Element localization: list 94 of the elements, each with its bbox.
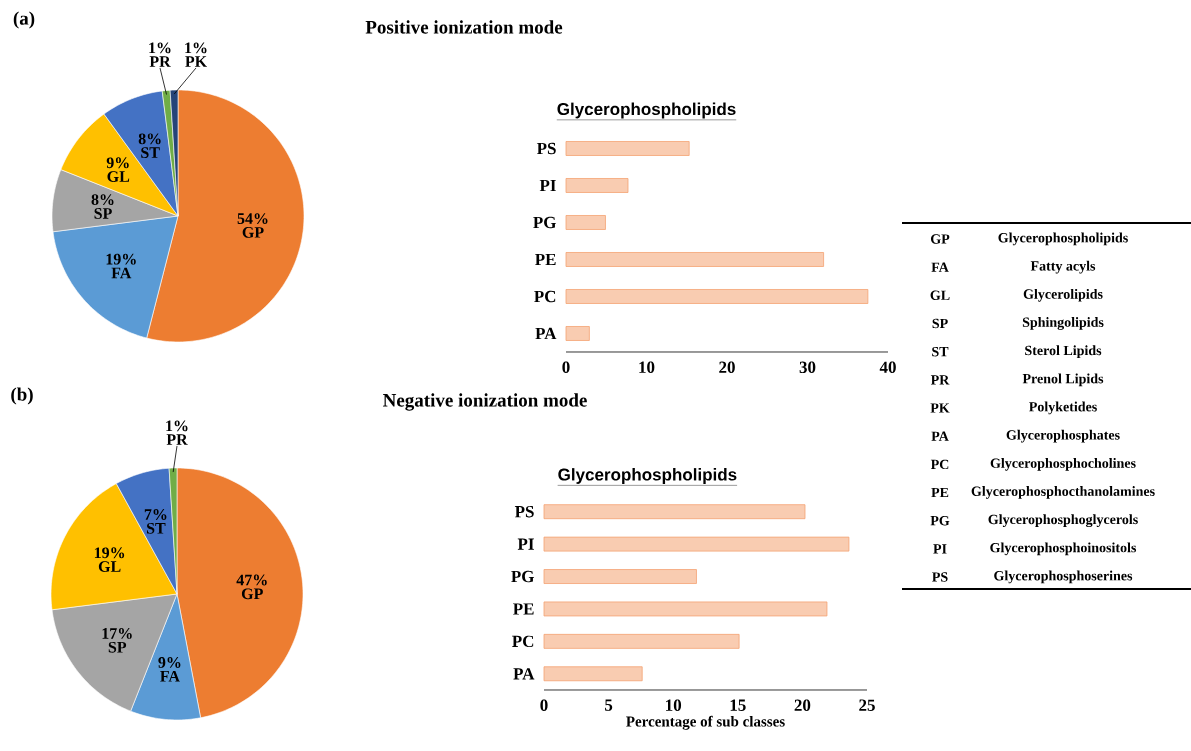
text: Glycerophospholipids xyxy=(998,232,1128,246)
x-tick-label: 5 xyxy=(605,699,613,711)
text: Sterol Lipids xyxy=(1025,345,1102,359)
slice-label: FA xyxy=(111,267,132,279)
text: PE xyxy=(931,487,949,498)
bar xyxy=(565,252,825,267)
text: Polyketides xyxy=(1029,401,1097,415)
text: ST xyxy=(932,346,949,357)
x-tick-label: 10 xyxy=(639,361,655,373)
y-tick-label: PI xyxy=(517,538,534,550)
y-tick-label: PA xyxy=(535,327,557,340)
data-label: 7% xyxy=(144,509,167,520)
data-label: 19% xyxy=(94,547,125,559)
x-tick-label: 40 xyxy=(879,361,896,373)
slice-label: PK xyxy=(185,56,207,67)
x-tick-label: 0 xyxy=(562,361,570,373)
text: Sphingolipids xyxy=(1022,317,1104,330)
bar xyxy=(565,141,690,156)
text: Glycerophosphoinositols xyxy=(990,542,1137,556)
text: PA xyxy=(931,431,949,441)
slice-label: FA xyxy=(160,670,180,682)
x-tick-label: 0 xyxy=(540,699,548,711)
y-tick-label: PC xyxy=(534,290,556,303)
text: Glycerophosphoglycerols xyxy=(988,514,1138,528)
slice-label: PR xyxy=(166,434,188,445)
y-tick-label: PS xyxy=(536,142,556,155)
y-tick-label: PS xyxy=(514,505,534,518)
text: Positive ionization mode xyxy=(365,20,563,34)
slice-label: SP xyxy=(94,208,112,219)
text: PS xyxy=(932,572,948,582)
y-tick-label: PE xyxy=(513,603,534,615)
bar xyxy=(565,289,869,304)
slice-label: SP xyxy=(108,641,127,653)
data-label: 9% xyxy=(106,157,129,169)
slice-label: PR xyxy=(149,56,171,67)
data-label: 17% xyxy=(102,628,132,639)
text: SP xyxy=(932,318,948,329)
data-label: 47% xyxy=(236,574,267,586)
bar xyxy=(565,215,606,230)
slice-label: GP xyxy=(242,227,264,238)
bar xyxy=(543,536,850,552)
y-tick-label: PE xyxy=(535,253,556,266)
y-tick-label: PI xyxy=(539,179,556,192)
chart-title: Glycerophospholipids xyxy=(557,102,736,119)
y-tick-label: PG xyxy=(511,570,535,583)
slice-label: ST xyxy=(146,522,166,534)
text: Negative ionization mode xyxy=(382,393,587,411)
x-tick-label: 20 xyxy=(719,361,735,373)
x-tick-label: 15 xyxy=(730,699,746,711)
text: Glycerolipids xyxy=(1023,288,1103,302)
text: PI xyxy=(933,544,947,554)
bar xyxy=(543,601,828,617)
bar xyxy=(543,504,806,520)
text: (a) xyxy=(13,11,35,29)
slice-label: ST xyxy=(141,147,160,158)
data-label: 1% xyxy=(149,42,171,54)
bar xyxy=(543,633,740,649)
text: FA xyxy=(931,262,949,272)
x-axis-title: Percentage of sub classes xyxy=(626,715,785,730)
x-tick-label: 25 xyxy=(859,699,875,711)
x-tick-label: 30 xyxy=(799,361,816,373)
bar xyxy=(565,326,590,341)
data-label: 19% xyxy=(106,253,136,265)
data-label: 1% xyxy=(185,42,207,54)
data-label: 54% xyxy=(237,213,268,224)
data-label: 9% xyxy=(158,657,181,668)
slice-label: GL xyxy=(107,171,130,182)
text: Fatty acyls xyxy=(1030,260,1096,274)
text: PC xyxy=(930,459,949,470)
y-tick-label: PC xyxy=(512,635,534,648)
text: (b) xyxy=(11,387,33,405)
text: Glycerophosphocthanolamines xyxy=(971,486,1155,499)
bar xyxy=(543,666,643,682)
data-label: 8% xyxy=(138,133,161,145)
data-label: 8% xyxy=(91,194,114,206)
text: PK xyxy=(930,403,950,413)
text: PR xyxy=(930,375,950,385)
text: GL xyxy=(930,290,950,300)
text: Glycerophosphates xyxy=(1006,429,1120,443)
bar xyxy=(565,178,629,193)
text: Glycerophosphocholines xyxy=(990,458,1136,471)
text: GP xyxy=(930,234,950,244)
data-label: 1% xyxy=(166,420,188,432)
bar xyxy=(543,569,697,584)
text: Prenol Lipids xyxy=(1022,373,1104,387)
slice-label: GL xyxy=(98,561,121,572)
chart-title: Glycerophospholipids xyxy=(558,468,737,484)
text: PG xyxy=(930,515,950,526)
x-tick-label: 20 xyxy=(794,699,811,711)
text: Glycerophosphoserines xyxy=(994,570,1133,584)
y-tick-label: PA xyxy=(513,668,535,680)
y-tick-label: PG xyxy=(533,216,557,229)
slice-label: GP xyxy=(241,588,263,600)
x-tick-label: 10 xyxy=(666,699,682,711)
